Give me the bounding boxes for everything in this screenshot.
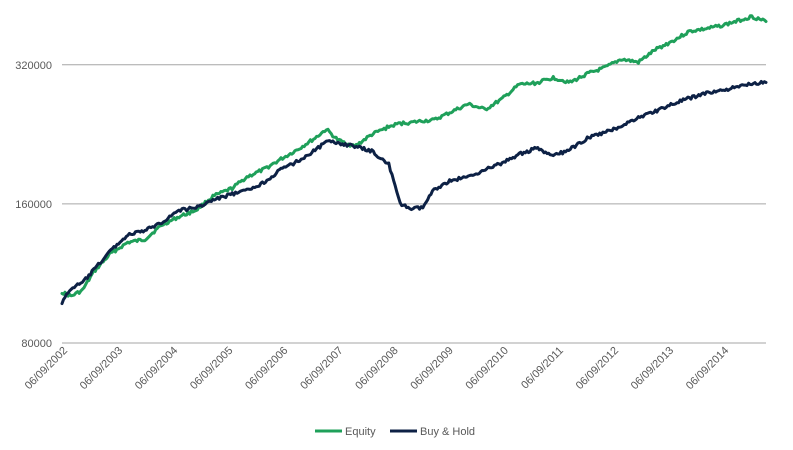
x-tick-label-10: 06/09/2012 — [574, 345, 621, 392]
x-tick-label-12: 06/09/2014 — [684, 345, 731, 392]
x-axis-tick-labels: 06/09/2002 06/09/2003 06/09/2004 06/09/2005… — [23, 345, 732, 392]
x-tick-label-8: 06/09/2010 — [464, 345, 511, 392]
x-tick-label-4: 06/09/2006 — [243, 345, 290, 392]
x-tick-label-7: 06/09/2009 — [408, 345, 455, 392]
legend: Equity Buy & Hold — [315, 426, 475, 438]
x-tick-label-3: 06/09/2005 — [188, 345, 235, 392]
x-tick-label-9: 06/09/2011 — [519, 345, 566, 392]
legend-label-0: Equity — [345, 426, 376, 438]
y-tick-label-160000: 160000 — [15, 199, 52, 211]
y-tick-label-80000: 80000 — [21, 338, 52, 350]
gridlines — [62, 64, 766, 344]
x-tick-label-2: 06/09/2004 — [133, 345, 180, 392]
x-tick-label-5: 06/09/2007 — [298, 345, 345, 392]
legend-label-1: Buy & Hold — [420, 426, 475, 438]
series-line-0 — [60, 14, 768, 298]
x-tick-label-6: 06/09/2008 — [353, 345, 400, 392]
series-line-1 — [60, 79, 768, 306]
x-tick-label-1: 06/09/2003 — [78, 345, 125, 392]
y-tick-label-320000: 320000 — [15, 60, 52, 72]
series-lines — [60, 14, 768, 306]
x-tick-label-0: 06/09/2002 — [23, 345, 70, 392]
y-axis-tick-labels: 80000 160000 320000 — [15, 60, 52, 350]
x-tick-label-11: 06/09/2013 — [629, 345, 676, 392]
